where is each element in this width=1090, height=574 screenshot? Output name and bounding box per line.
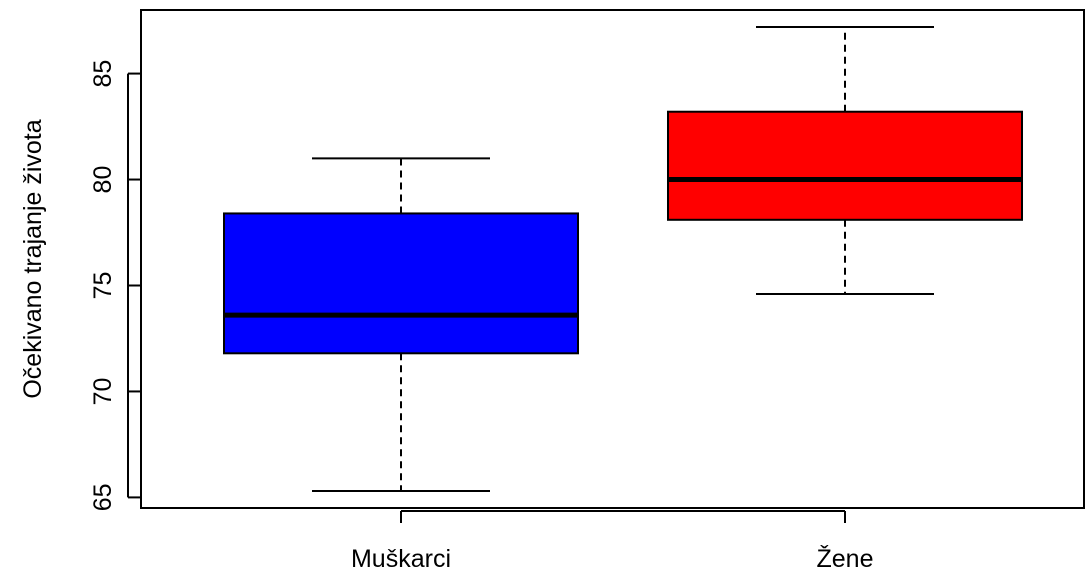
x-tick-label-0: Muškarci (351, 545, 451, 573)
box-0 (223, 157, 579, 493)
boxes-layer (223, 25, 1023, 493)
y-axis-title: Očekivano trajanje života (19, 119, 47, 398)
y-axis: 65 70 75 80 85 (89, 60, 141, 511)
box-0-iqr-box (223, 212, 579, 355)
y-tick-label-80: 80 (89, 166, 117, 194)
y-tick-label-70: 70 (89, 378, 117, 406)
plot-frame (140, 9, 1085, 509)
box-1 (667, 25, 1023, 295)
box-1-iqr-box (667, 110, 1023, 221)
y-tick-label-65: 65 (89, 483, 117, 511)
y-tick-label-75: 75 (89, 272, 117, 300)
y-tick-label-85: 85 (89, 60, 117, 88)
x-tick-label-1: Žene (817, 544, 874, 573)
x-axis: Muškarci Žene (351, 510, 874, 573)
